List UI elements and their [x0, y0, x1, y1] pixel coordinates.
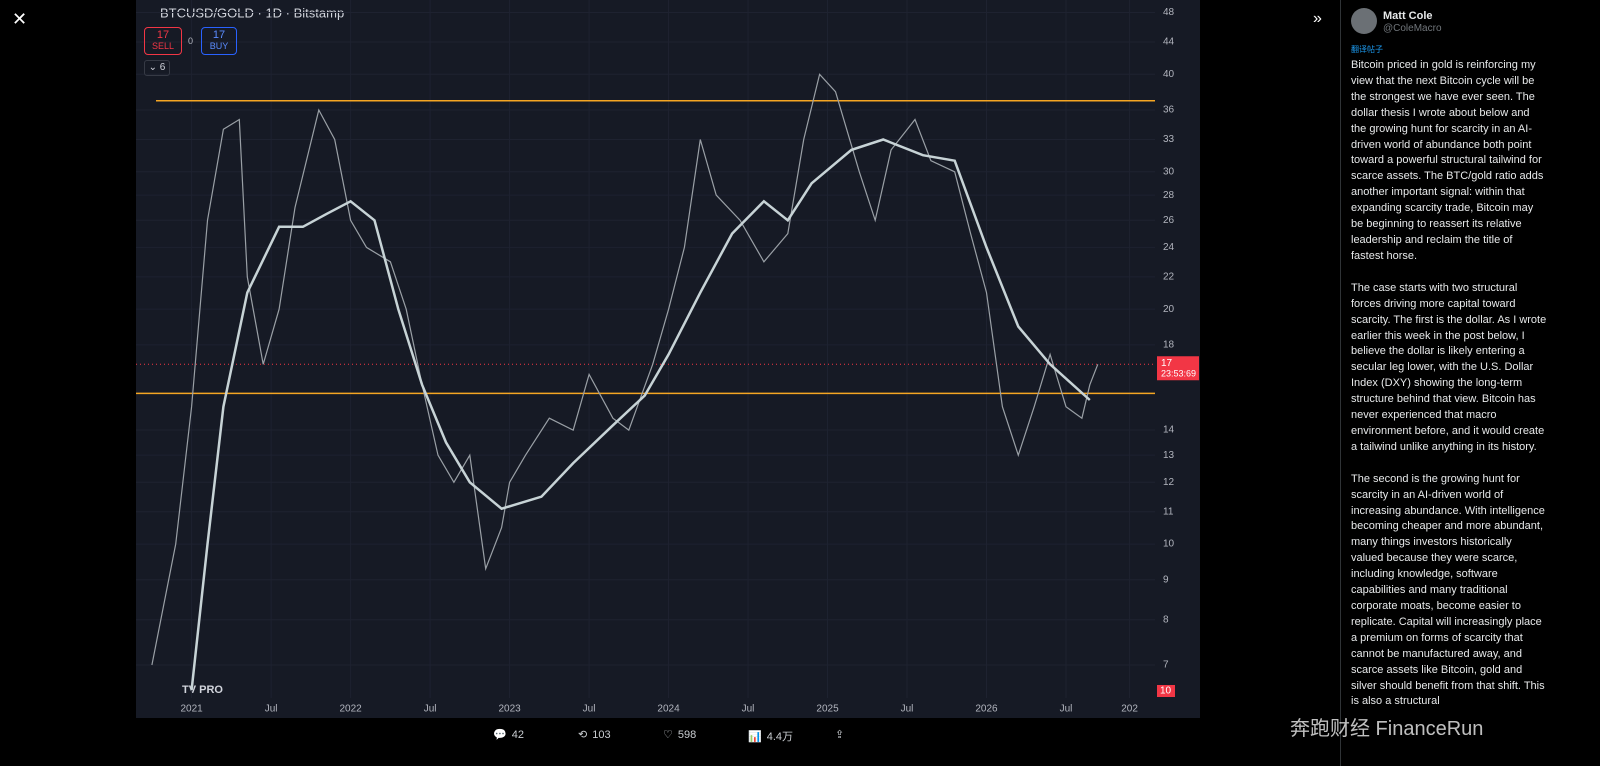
like-count: 598: [677, 728, 697, 741]
y-tick-label: 8: [1163, 614, 1169, 625]
x-tick-label: Jul: [901, 704, 914, 715]
repost-button[interactable]: ⟲ 103: [578, 728, 611, 742]
sell-label: SELL: [151, 41, 175, 51]
y-tick-label: 11: [1163, 506, 1174, 517]
x-tick-label: 2024: [657, 704, 680, 715]
y-tick-label: 24: [1163, 242, 1175, 253]
reply-count: 42: [511, 728, 524, 741]
x-tick-label: 2025: [816, 704, 839, 715]
last-price-box: [1157, 356, 1199, 381]
countdown: 23:53:69: [1161, 369, 1196, 379]
collapse-button[interactable]: »: [1313, 10, 1322, 27]
buy-label: BUY: [209, 41, 229, 51]
y-tick-label: 12: [1163, 477, 1175, 488]
post-panel: Matt Cole @ColeMacro 翻译帖子 Bitcoin priced…: [1340, 0, 1553, 766]
post-paragraph: The case starts with two structural forc…: [1351, 281, 1547, 453]
watermark: 奔跑财经 FinanceRun: [1290, 718, 1484, 740]
y-tick-label: 36: [1163, 105, 1175, 116]
x-tick-label: 202: [1121, 704, 1138, 715]
reply-button[interactable]: 💬 42: [493, 728, 524, 742]
y-tick-label: 40: [1163, 69, 1175, 80]
y-tick-label: 10: [1163, 539, 1175, 550]
buy-price: 17: [212, 29, 226, 41]
x-tick-label: Jul: [742, 704, 755, 715]
close-button[interactable]: ✕: [12, 9, 28, 29]
views-button[interactable]: 📊 4.4万: [748, 728, 793, 744]
avatar[interactable]: [1351, 8, 1377, 34]
post-body: Bitcoin priced in gold is reinforcing my…: [1341, 58, 1547, 726]
post-paragraph: Bitcoin priced in gold is reinforcing my…: [1351, 59, 1544, 262]
y-tick-label: 22: [1163, 272, 1175, 283]
x-tick-label: 2022: [339, 704, 362, 715]
moving-average: [190, 138, 1091, 691]
sell-button[interactable]: 17 SELL: [144, 27, 182, 55]
y-tick-label: 26: [1163, 215, 1175, 226]
y-tick-label: 9: [1163, 574, 1169, 585]
y-tick-label: 33: [1163, 134, 1175, 145]
author-handle[interactable]: @ColeMacro: [1383, 23, 1442, 34]
last-price-label: 17: [1161, 358, 1173, 369]
post-paragraph: The second is the growing hunt for scarc…: [1351, 472, 1545, 708]
y-tick-label: 7: [1163, 660, 1169, 671]
price-line: [151, 73, 1099, 666]
author-name[interactable]: Matt Cole: [1383, 10, 1433, 22]
y-tick-label: 20: [1163, 304, 1175, 315]
volume-label: 10: [1160, 686, 1172, 697]
x-tick-label: Jul: [583, 704, 596, 715]
volume-label-box: [1157, 685, 1175, 697]
y-tick-label: 18: [1163, 340, 1175, 351]
indicator-count: 6: [159, 62, 166, 73]
x-tick-label: 2021: [181, 704, 204, 715]
view-count: 4.4万: [766, 731, 793, 743]
x-tick-label: 2026: [975, 704, 998, 715]
x-tick-label: Jul: [424, 704, 437, 715]
buy-button[interactable]: 17 BUY: [201, 27, 237, 55]
x-tick-label: Jul: [1060, 704, 1073, 715]
share-button[interactable]: ⇪: [835, 729, 845, 741]
chart: BTCUSD/GOLD · 1D · Bitstamp TV PRO 48444…: [136, 0, 1200, 718]
like-button[interactable]: ♡ 598: [663, 728, 697, 742]
repost-count: 103: [592, 728, 611, 741]
translate-link[interactable]: 翻译帖子: [1351, 45, 1383, 54]
y-tick-label: 13: [1163, 450, 1175, 461]
sell-price: 17: [156, 29, 170, 41]
indicator-toggle[interactable]: ⌄ 6: [144, 60, 170, 76]
x-tick-label: Jul: [265, 704, 278, 715]
y-tick-label: 44: [1163, 37, 1175, 48]
y-tick-label: 14: [1163, 425, 1175, 436]
logo: TV PRO: [182, 684, 223, 696]
y-tick-label: 30: [1163, 166, 1175, 177]
x-tick-label: 2023: [498, 704, 521, 715]
spread: 0: [188, 36, 194, 46]
y-tick-label: 28: [1163, 190, 1175, 201]
y-tick-label: 48: [1163, 7, 1175, 18]
